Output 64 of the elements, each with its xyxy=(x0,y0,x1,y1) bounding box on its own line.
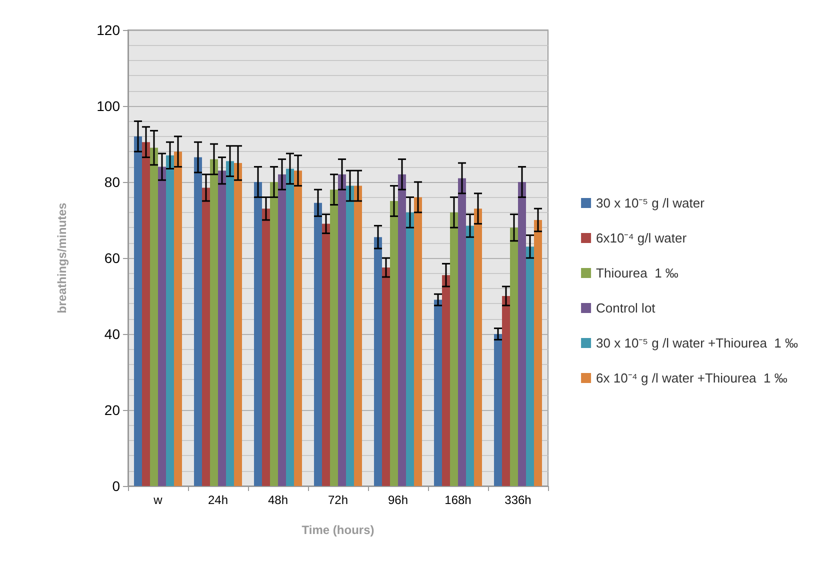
x-axis-title: Time (hours) xyxy=(302,523,374,537)
bar xyxy=(262,208,270,486)
bar xyxy=(174,152,182,486)
bar xyxy=(314,202,322,486)
bar xyxy=(294,170,302,486)
y-tick-label: 100 xyxy=(96,98,120,114)
legend-label: 30 x 10⁻⁵ g /l water +Thiourea 1 ‰ xyxy=(596,336,798,350)
bar xyxy=(142,142,150,486)
legend-label: Control lot xyxy=(596,300,656,316)
bar xyxy=(278,174,286,486)
y-tick-label: 0 xyxy=(112,478,120,494)
bar xyxy=(338,174,346,486)
bar xyxy=(518,182,526,486)
bar xyxy=(414,197,422,486)
bar xyxy=(354,186,362,486)
x-tick-label: 72h xyxy=(328,493,348,507)
bar xyxy=(494,334,502,486)
bar xyxy=(526,246,534,486)
x-tick-label: 336h xyxy=(504,493,532,507)
y-axis-title: breathings/minutes xyxy=(55,202,69,314)
bar xyxy=(270,182,278,486)
x-tick-label: 168h xyxy=(444,493,472,507)
bar xyxy=(458,178,466,486)
bar xyxy=(374,237,382,486)
y-tick-label: 80 xyxy=(104,174,120,190)
y-tick-label: 20 xyxy=(104,402,120,418)
bar xyxy=(502,296,510,486)
x-tick-label: w xyxy=(152,493,163,507)
bar xyxy=(534,220,542,486)
bar xyxy=(150,148,158,486)
legend-label: 30 x 10⁻⁵ g /l water xyxy=(596,196,706,210)
bar xyxy=(226,161,234,486)
bar xyxy=(442,275,450,486)
bar xyxy=(510,228,518,486)
legend-label: 6x 10⁻⁴ g /l water +Thiourea 1 ‰ xyxy=(596,370,788,386)
bar xyxy=(346,186,354,486)
bar xyxy=(466,226,474,486)
bar xyxy=(202,188,210,486)
legend-label: 6x10⁻⁴ g/l water xyxy=(596,230,688,246)
bar xyxy=(398,174,406,486)
bar xyxy=(382,268,390,486)
bar xyxy=(210,159,218,486)
bar xyxy=(330,190,338,486)
x-tick-label: 96h xyxy=(388,493,408,507)
y-tick-label: 40 xyxy=(104,326,120,342)
x-tick-label: 48h xyxy=(268,493,288,507)
bar xyxy=(194,157,202,486)
bar xyxy=(286,168,294,486)
bar xyxy=(254,182,262,486)
y-tick-label: 60 xyxy=(104,250,120,266)
legend-label: Thiourea 1 ‰ xyxy=(596,266,678,280)
x-tick-label: 24h xyxy=(208,493,228,507)
bar xyxy=(158,166,166,486)
bar xyxy=(134,136,142,486)
bar xyxy=(450,212,458,486)
bar xyxy=(322,224,330,486)
bar xyxy=(166,155,174,486)
bar xyxy=(234,163,242,486)
bar xyxy=(218,170,226,486)
bar xyxy=(474,208,482,486)
bar xyxy=(390,201,398,486)
bar xyxy=(406,212,414,486)
bar xyxy=(434,300,442,486)
y-tick-label: 120 xyxy=(96,22,120,38)
